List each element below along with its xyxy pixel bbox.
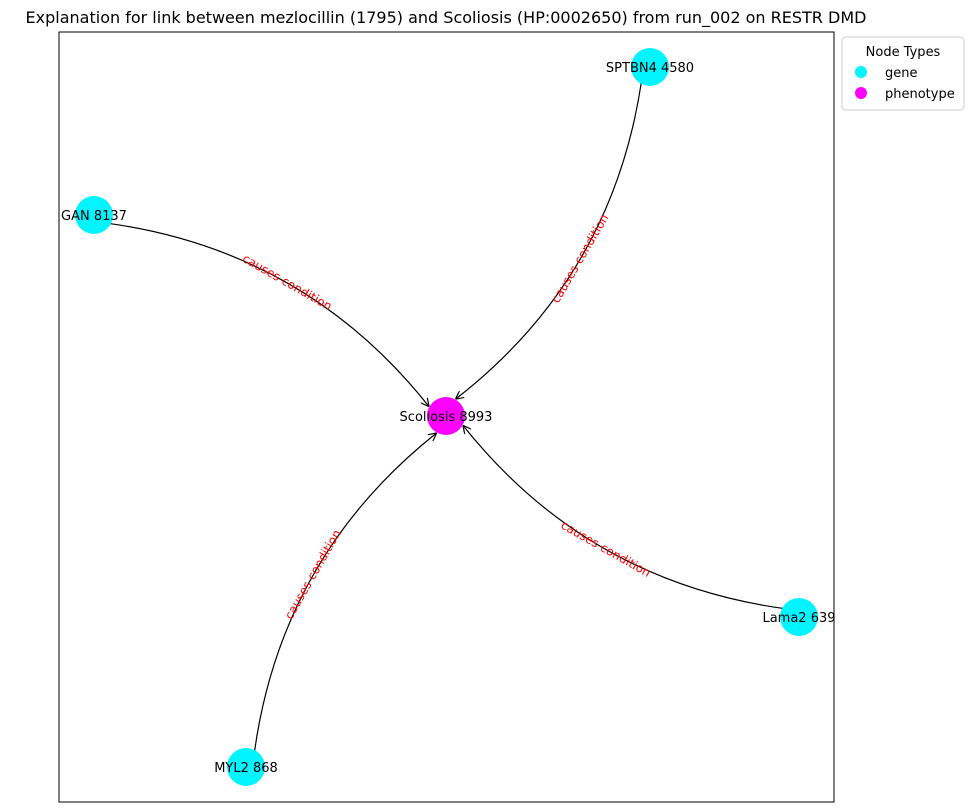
edge-label: causes condition <box>559 518 653 580</box>
node-label-myl2: MYL2 868 <box>214 761 278 776</box>
edge-myl2-scoliosis <box>253 433 436 753</box>
figure-title: Explanation for link between mezlocillin… <box>26 8 867 28</box>
edge-label: causes condition <box>240 251 334 313</box>
edges-layer <box>108 81 785 753</box>
node-myl2 <box>227 748 265 786</box>
edge-lama2-scoliosis <box>463 426 785 610</box>
node-sptbn4 <box>631 48 669 86</box>
legend-title: Node Types <box>866 45 941 60</box>
legend-box <box>841 36 965 111</box>
node-lama2 <box>780 598 818 636</box>
plot-frame <box>58 31 835 803</box>
node-gan <box>75 196 113 234</box>
nodes-layer: Scoliosis 8993 SPTBN4 4580 GAN 8137 Lama2 6… <box>61 48 836 786</box>
legend-label-gene: gene <box>885 66 918 81</box>
node-label-lama2: Lama2 639 <box>762 611 835 626</box>
legend-marker-phenotype <box>855 87 867 99</box>
node-label-scoliosis: Scoliosis 8993 <box>400 410 493 425</box>
node-scoliosis <box>427 397 465 435</box>
edge-sptbn4-scoliosis <box>456 81 643 399</box>
edge-label: causes condition <box>282 527 344 621</box>
node-label-sptbn4: SPTBN4 4580 <box>606 61 694 76</box>
edge-gan-scoliosis <box>108 222 429 406</box>
legend: Node Types gene phenotype <box>841 36 965 111</box>
node-label-gan: GAN 8137 <box>61 209 127 224</box>
legend-label-phenotype: phenotype <box>885 87 955 102</box>
edge-label: causes condition <box>549 211 612 305</box>
legend-marker-gene <box>855 66 867 78</box>
